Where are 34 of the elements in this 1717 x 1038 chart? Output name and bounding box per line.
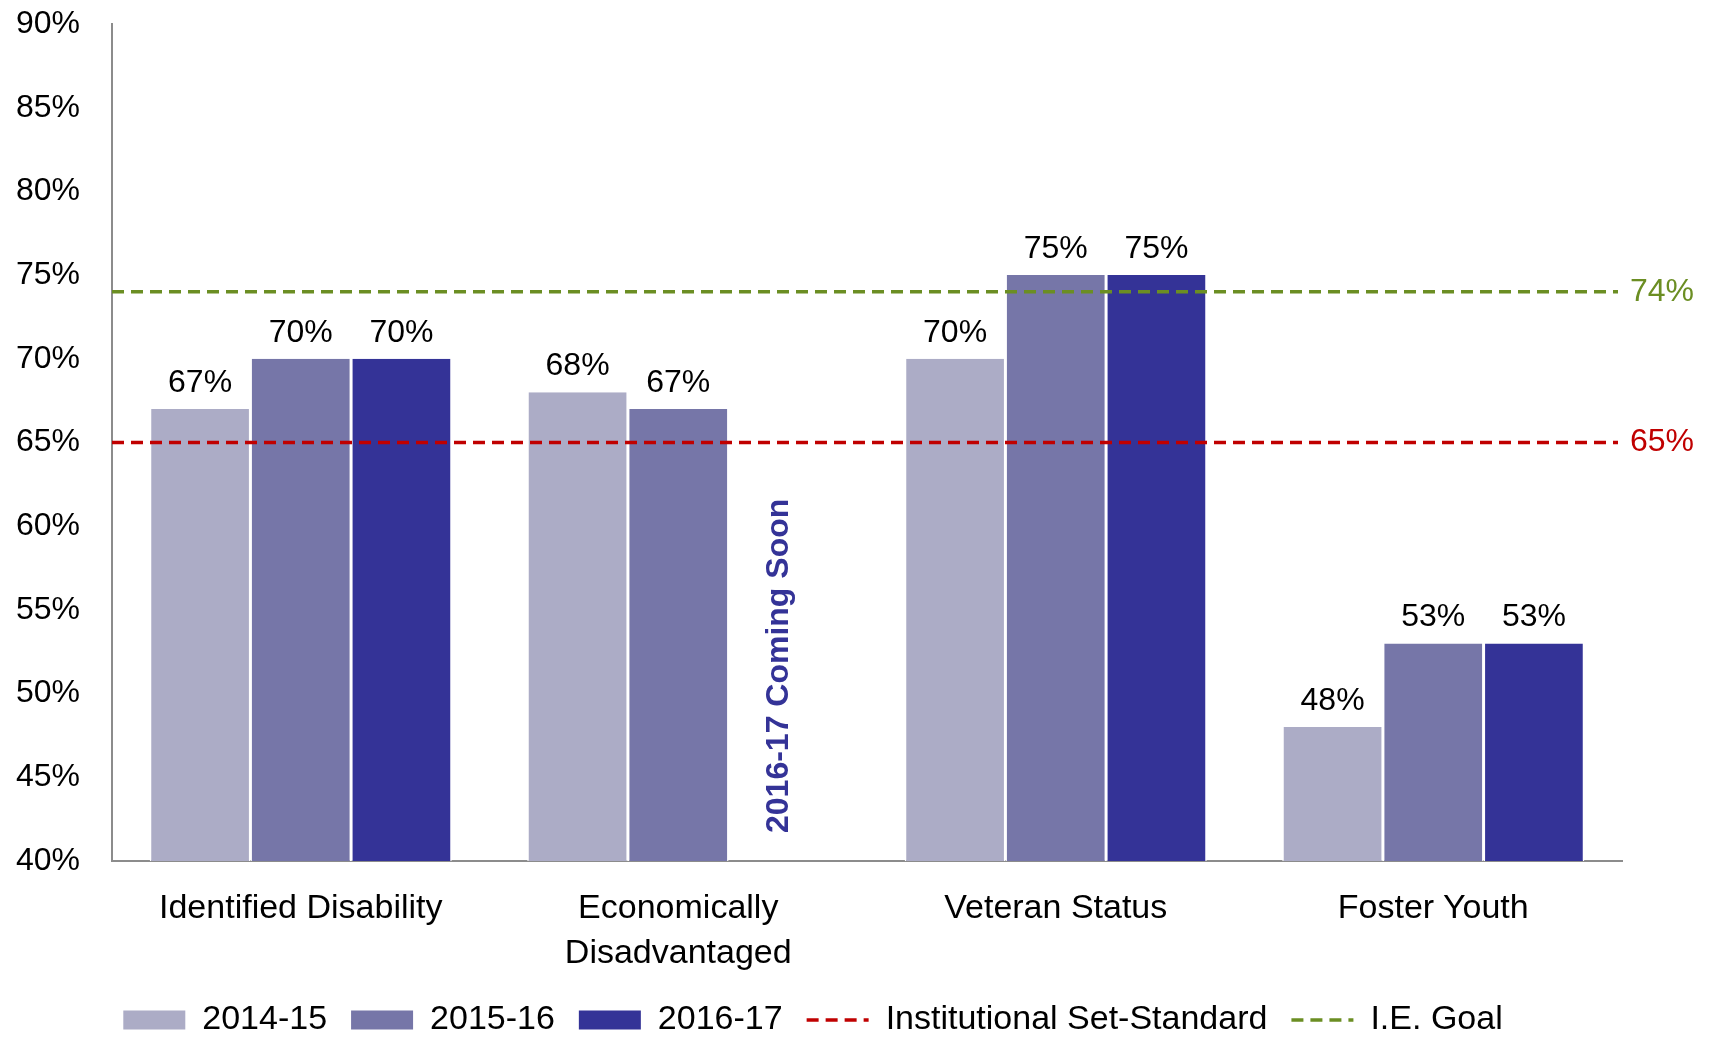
y-tick-label: 70%: [15, 338, 80, 375]
y-tick-label: 85%: [15, 87, 80, 124]
legend-label: 2016-17: [657, 998, 783, 1037]
x-tick-label: Foster Youth: [1337, 887, 1529, 926]
legend-label: Institutional Set-Standard: [885, 998, 1268, 1037]
y-tick-label: 45%: [15, 757, 80, 794]
y-tick-label: 60%: [15, 506, 80, 543]
annotation: 2016-17 Coming Soon: [758, 498, 795, 833]
data-label: 53%: [1501, 597, 1566, 634]
data-label: 67%: [646, 362, 711, 399]
x-tick-label: Identified Disability: [159, 887, 443, 926]
data-label: 53%: [1401, 597, 1466, 634]
y-tick-label: 90%: [15, 3, 80, 40]
data-label: 75%: [1124, 228, 1189, 265]
legend-label: I.E. Goal: [1370, 998, 1503, 1037]
data-label: 67%: [168, 362, 233, 399]
data-label: 70%: [369, 312, 434, 349]
text: 65%: [1630, 422, 1695, 459]
y-tick-label: 65%: [15, 422, 80, 459]
data-label: 68%: [545, 346, 610, 383]
y-tick-label: 50%: [15, 673, 80, 710]
data-label: 48%: [1300, 680, 1365, 717]
data-label: 70%: [923, 312, 988, 349]
y-tick-label: 55%: [15, 589, 80, 626]
y-tick-label: 40%: [15, 840, 80, 877]
legend-label: 2014-15: [202, 998, 328, 1037]
x-tick-label: Veteran Status: [944, 887, 1168, 926]
data-label: 70%: [268, 312, 333, 349]
y-tick-label: 75%: [15, 254, 80, 291]
x-tick-label: Economically Disadvantaged: [564, 887, 792, 970]
y-tick-label: 80%: [15, 171, 80, 208]
text: 74%: [1630, 271, 1695, 308]
legend-label: 2015-16: [430, 998, 555, 1037]
data-label: 75%: [1023, 228, 1088, 265]
